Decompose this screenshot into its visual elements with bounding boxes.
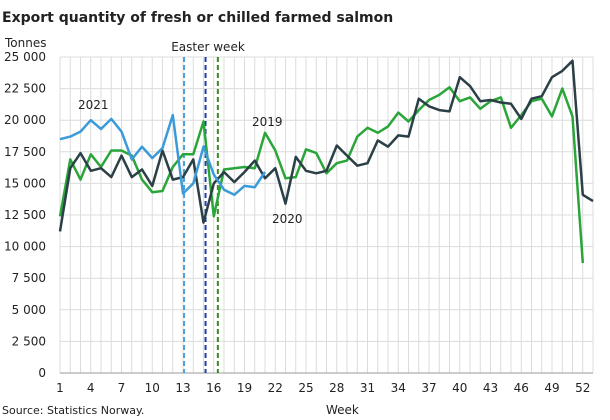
series-label-2021: 2021 — [78, 98, 109, 112]
y-tick-label: 5 000 — [12, 303, 46, 317]
series-line-2019 — [58, 86, 585, 264]
x-tick-label: 7 — [118, 381, 126, 395]
x-tick-label: 28 — [329, 381, 344, 395]
x-tick-label: 1 — [56, 381, 64, 395]
chart-title: Export quantity of fresh or chilled farm… — [2, 10, 393, 26]
y-tick-label: 17 500 — [4, 145, 46, 159]
series-label-2019: 2019 — [252, 115, 283, 129]
x-tick-label: 13 — [175, 381, 190, 395]
x-tick-label: 16 — [206, 381, 221, 395]
y-tick-label: 22 500 — [4, 82, 46, 96]
x-tick-label: 46 — [514, 381, 529, 395]
y-tick-label: 0 — [38, 366, 46, 380]
y-tick-label: 12 500 — [4, 208, 46, 222]
x-tick-label: 22 — [268, 381, 283, 395]
x-tick-label: 40 — [452, 381, 467, 395]
x-tick-label: 37 — [421, 381, 436, 395]
x-tick-label: 25 — [298, 381, 313, 395]
x-tick-label: 43 — [483, 381, 498, 395]
y-tick-label: 10 000 — [4, 240, 46, 254]
y-tick-label: 15 000 — [4, 176, 46, 190]
y-tick-label: 2 500 — [12, 334, 46, 348]
x-tick-label: 19 — [237, 381, 252, 395]
x-tick-label: 49 — [544, 381, 559, 395]
x-tick-label: 34 — [391, 381, 406, 395]
series-line-2020 — [58, 59, 594, 232]
x-tick-label: 52 — [575, 381, 590, 395]
source-note: Source: Statistics Norway. — [2, 404, 144, 417]
y-tick-label: 25 000 — [4, 50, 46, 64]
x-tick-label: 4 — [87, 381, 95, 395]
x-tick-label: 31 — [360, 381, 375, 395]
x-axis-label: Week — [326, 403, 359, 417]
series-label-2020: 2020 — [272, 212, 303, 226]
easter-week-annotation: Easter week — [171, 40, 245, 54]
y-axis-label: Tonnes — [4, 36, 46, 50]
series-line-2021 — [59, 113, 267, 197]
x-tick-label: 10 — [145, 381, 160, 395]
y-tick-label: 7 500 — [12, 271, 46, 285]
y-tick-label: 20 000 — [4, 113, 46, 127]
